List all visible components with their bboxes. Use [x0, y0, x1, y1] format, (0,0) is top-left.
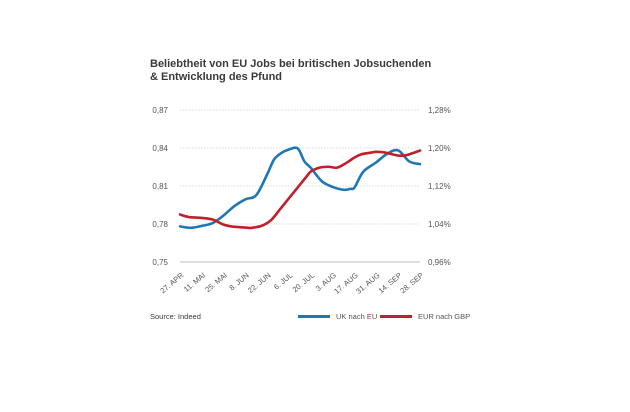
legend-label-eur-nach-gbp: EUR nach GBP — [418, 312, 471, 321]
x-tick-label: 27. APR — [158, 270, 185, 295]
y-right-tick-label: 1,04% — [428, 220, 451, 229]
x-tick-label: 14. SEP — [377, 271, 404, 296]
legend-item-eur-nach-gbp: EUR nach GBP — [380, 312, 470, 321]
x-tick-label: 25. MAI — [203, 271, 229, 295]
y-left-tick-label: 0,78 — [152, 220, 168, 229]
source-note: Source: Indeed — [150, 312, 201, 321]
y-left-tick-label: 0,87 — [152, 106, 168, 115]
legend-item-uk-nach-eu: UK nach EU — [298, 312, 377, 321]
chart-title: Beliebtheit von EU Jobs bei britischen J… — [150, 58, 470, 84]
chart-title-line-2: & Entwicklung des Pfund — [150, 71, 283, 83]
y-left-tick-label: 0,75 — [152, 258, 168, 267]
chart-title-line-1: Beliebtheit von EU Jobs bei britischen J… — [150, 58, 432, 70]
x-tick-label: 22. JUN — [246, 271, 273, 295]
legend-swatch-eur-nach-gbp — [380, 315, 412, 318]
x-tick-label: 20. JUL — [291, 271, 317, 295]
y-right-tick-label: 0,96% — [428, 258, 451, 267]
series-line-eur-nach-gbp — [178, 149, 422, 230]
series-line-uk-nach-eu — [178, 146, 422, 230]
x-tick-label: 28. SEP — [398, 271, 425, 296]
x-tick-label: 31. AUG — [354, 271, 382, 296]
legend-label-uk-nach-eu: UK nach EU — [336, 312, 378, 321]
y-right-tick-label: 1,12% — [428, 182, 451, 191]
y-right-tick-label: 1,28% — [428, 106, 451, 115]
y-left-tick-label: 0,84 — [152, 144, 168, 153]
y-right-tick-label: 1,20% — [428, 144, 451, 153]
y-left-tick-label: 0,81 — [152, 182, 168, 191]
x-tick-label: 11. MAI — [182, 271, 207, 294]
legend-swatch-uk-nach-eu — [298, 315, 330, 318]
